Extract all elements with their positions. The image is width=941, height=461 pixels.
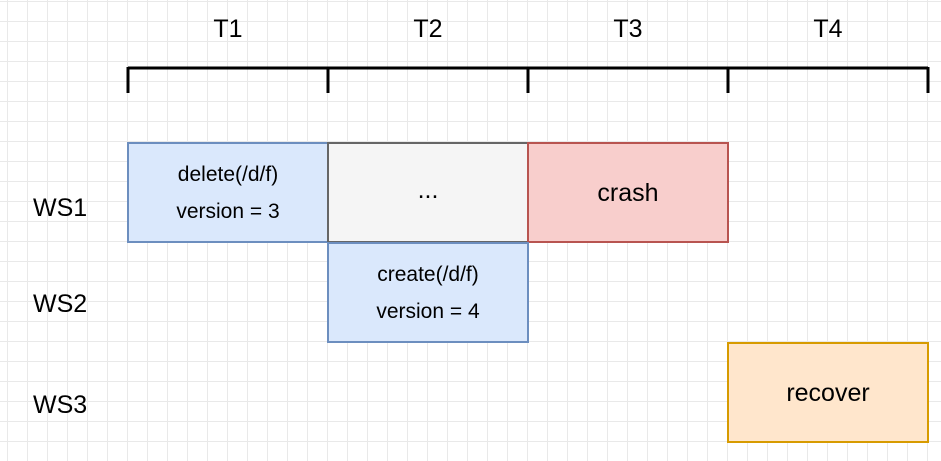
- row-label-ws2: WS2: [33, 290, 88, 318]
- ws1-delete-operation: delete(/d/f): [177, 162, 279, 186]
- ws2-create-box: create(/d/f) version = 4: [327, 242, 529, 343]
- time-label-t4: T4: [813, 15, 843, 43]
- ws1-ellipsis-box: ...: [327, 142, 529, 243]
- row-label-ws3: WS3: [33, 391, 88, 419]
- time-label-t2: T2: [413, 15, 443, 43]
- ws1-crash-box: crash: [527, 142, 729, 243]
- ws2-create-version: version = 4: [376, 299, 480, 323]
- row-label-ws1: WS1: [33, 194, 88, 222]
- ws1-crash-text: crash: [597, 178, 659, 207]
- ws2-create-operation: create(/d/f): [377, 262, 479, 286]
- ws1-delete-version: version = 3: [176, 199, 280, 223]
- ws3-recover-text: recover: [786, 378, 870, 407]
- ws1-delete-box: delete(/d/f) version = 3: [127, 142, 329, 243]
- time-label-t3: T3: [613, 15, 643, 43]
- ws3-recover-box: recover: [727, 342, 929, 443]
- ws1-ellipsis-text: ...: [417, 175, 439, 204]
- time-label-t1: T1: [213, 15, 243, 43]
